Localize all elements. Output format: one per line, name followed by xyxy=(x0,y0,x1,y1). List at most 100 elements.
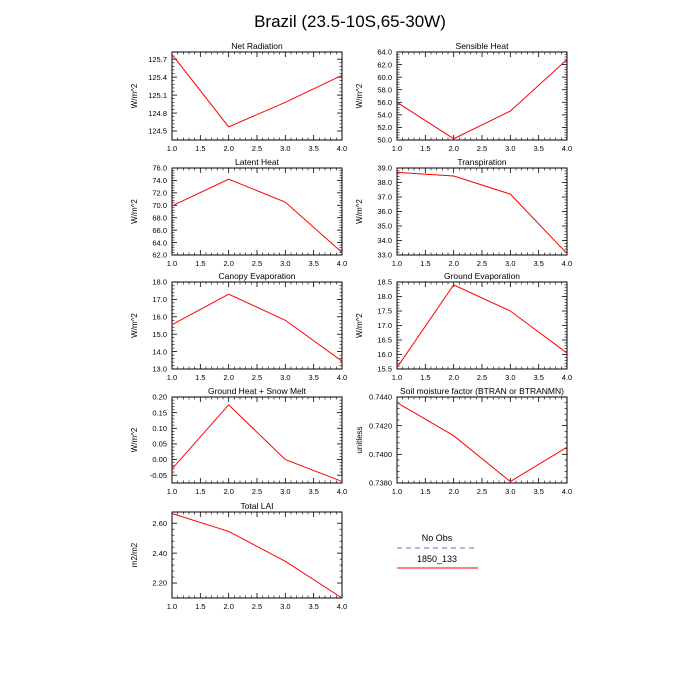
panel-title: Soil moisture factor (BTRAN or BTRANMN) xyxy=(400,386,564,396)
y-tick-label: 124.8 xyxy=(148,109,167,118)
y-tick-label: 72.0 xyxy=(152,189,167,198)
x-tick-label: 2.5 xyxy=(477,144,487,153)
panel-title: Net Radiation xyxy=(231,41,283,51)
series-line-1850-133 xyxy=(396,171,568,254)
y-tick-label: 0.10 xyxy=(152,424,167,433)
y-tick-label: 13.0 xyxy=(152,365,167,374)
y-tick-label: 66.0 xyxy=(152,226,167,235)
y-tick-label: 2.40 xyxy=(152,549,167,558)
x-tick-label: 3.0 xyxy=(505,373,515,382)
x-tick-label: 3.5 xyxy=(308,259,318,268)
x-tick-label: 4.0 xyxy=(337,602,347,611)
x-tick-label: 3.0 xyxy=(505,259,515,268)
x-tick-label: 2.5 xyxy=(477,487,487,496)
panel-title: Ground Evaporation xyxy=(444,271,520,281)
panel-title: Latent Heat xyxy=(235,157,280,167)
series-line-1850-133 xyxy=(171,513,343,599)
x-tick-label: 1.5 xyxy=(195,259,205,268)
legend: No Obs 1850_133 xyxy=(397,533,478,569)
y-tick-label: 2.60 xyxy=(152,519,167,528)
x-tick-label: 1.0 xyxy=(392,487,402,496)
x-tick-label: 2.5 xyxy=(252,144,262,153)
y-axis-label: W/m^2 xyxy=(130,199,139,224)
series-line-1850-133 xyxy=(396,59,568,140)
x-tick-label: 3.5 xyxy=(533,144,543,153)
x-tick-label: 4.0 xyxy=(562,373,572,382)
y-tick-label: 38.0 xyxy=(377,178,392,187)
x-tick-label: 2.5 xyxy=(252,259,262,268)
plot-frame xyxy=(171,167,343,256)
y-tick-label: 58.0 xyxy=(377,85,392,94)
series-line-1850-133 xyxy=(171,404,343,482)
panel-soil-moisture-factor-btran-or-btranmn: Soil moisture factor (BTRAN or BTRANMN) u… xyxy=(355,386,572,496)
series-line-1850-133 xyxy=(171,54,343,128)
y-axis-label: m2/m2 xyxy=(130,542,139,567)
y-tick-label: 125.7 xyxy=(148,55,167,64)
plot-frame xyxy=(171,51,343,141)
panels-container: Net Radiation W/m^2 1.0 1.5 2.0 2.5 3.0 3.5 4.0 1… xyxy=(130,41,572,611)
y-tick-label: 16.0 xyxy=(377,350,392,359)
x-tick-label: 1.0 xyxy=(392,259,402,268)
x-tick-label: 2.5 xyxy=(477,259,487,268)
panel-title: Total LAI xyxy=(240,501,273,511)
x-tick-label: 1.0 xyxy=(167,602,177,611)
x-tick-label: 2.0 xyxy=(448,487,458,496)
y-tick-label: 37.0 xyxy=(377,193,392,202)
y-axis-label: unitless xyxy=(355,426,364,453)
y-tick-label: 0.15 xyxy=(152,408,167,417)
y-tick-label: 0.05 xyxy=(152,440,167,449)
x-tick-label: 2.0 xyxy=(448,259,458,268)
x-tick-label: 4.0 xyxy=(337,487,347,496)
legend-label-no-obs: No Obs xyxy=(422,533,453,543)
x-tick-label: 2.0 xyxy=(223,487,233,496)
plot-frame xyxy=(171,511,343,599)
y-tick-label: 15.0 xyxy=(152,330,167,339)
y-tick-label: 0.7420 xyxy=(369,421,392,430)
plot-frame xyxy=(396,396,568,484)
y-tick-label: 64.0 xyxy=(377,48,392,57)
y-tick-label: 36.0 xyxy=(377,207,392,216)
x-tick-label: 2.0 xyxy=(223,602,233,611)
x-tick-label: 4.0 xyxy=(562,144,572,153)
y-tick-label: 17.0 xyxy=(377,321,392,330)
x-tick-label: 4.0 xyxy=(562,259,572,268)
y-tick-label: 2.20 xyxy=(152,579,167,588)
plot-frame xyxy=(396,281,568,370)
y-tick-label: 0.7400 xyxy=(369,450,392,459)
x-tick-label: 3.5 xyxy=(533,259,543,268)
y-tick-label: 18.0 xyxy=(152,278,167,287)
series-line-1850-133 xyxy=(396,402,568,483)
x-tick-label: 3.0 xyxy=(280,487,290,496)
x-tick-label: 2.0 xyxy=(448,144,458,153)
y-tick-label: 0.7380 xyxy=(369,479,392,488)
x-tick-label: 1.5 xyxy=(195,144,205,153)
y-tick-label: 68.0 xyxy=(152,213,167,222)
x-tick-label: 2.0 xyxy=(448,373,458,382)
x-tick-label: 1.5 xyxy=(420,259,430,268)
x-tick-label: 2.0 xyxy=(223,373,233,382)
y-tick-label: 0.00 xyxy=(152,455,167,464)
y-tick-label: 17.5 xyxy=(377,307,392,316)
panel-ground-heat-snow-melt: Ground Heat + Snow Melt W/m^2 1.0 1.5 2.0 2.5… xyxy=(130,386,347,496)
x-tick-label: 1.5 xyxy=(195,487,205,496)
y-tick-label: 125.4 xyxy=(148,73,167,82)
y-tick-label: 125.1 xyxy=(148,91,167,100)
x-tick-label: 3.5 xyxy=(308,602,318,611)
panel-latent-heat: Latent Heat W/m^2 1.0 1.5 2.0 2.5 3.0 3.5 4.0 62.… xyxy=(130,157,347,268)
x-tick-label: 3.5 xyxy=(308,144,318,153)
y-tick-label: 76.0 xyxy=(152,164,167,173)
x-tick-label: 2.0 xyxy=(223,144,233,153)
y-axis-label: W/m^2 xyxy=(130,427,139,452)
panel-title: Canopy Evaporation xyxy=(218,271,295,281)
x-tick-label: 3.0 xyxy=(505,487,515,496)
panel-ground-evaporation: Ground Evaporation W/m^2 1.0 1.5 2.0 2.5 3.0 3.… xyxy=(355,271,572,382)
y-tick-label: 14.0 xyxy=(152,347,167,356)
y-tick-label: 15.5 xyxy=(377,365,392,374)
y-tick-label: 64.0 xyxy=(152,238,167,247)
x-tick-label: 1.0 xyxy=(167,144,177,153)
panel-canopy-evaporation: Canopy Evaporation W/m^2 1.0 1.5 2.0 2.5 3.0 3.… xyxy=(130,271,347,382)
x-tick-label: 3.5 xyxy=(533,487,543,496)
y-tick-label: 16.0 xyxy=(152,313,167,322)
panel-transpiration: Transpiration W/m^2 1.0 1.5 2.0 2.5 3.0 3.5 4.0 3… xyxy=(355,157,572,268)
